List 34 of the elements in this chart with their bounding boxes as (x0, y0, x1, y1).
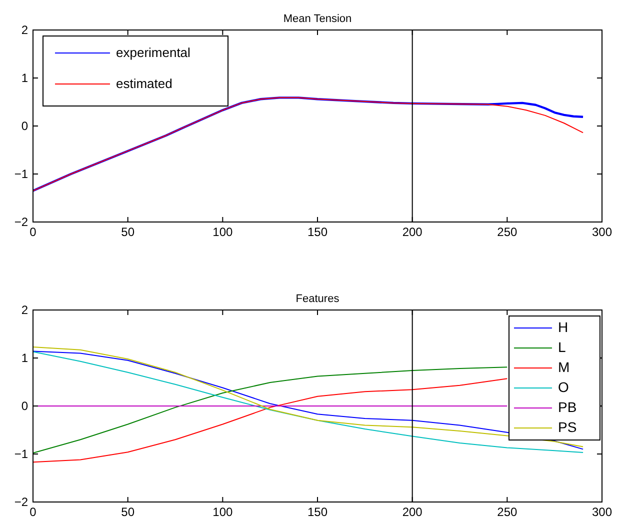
x-tick-label: 50 (121, 505, 135, 519)
chart-title: Mean Tension (283, 13, 352, 25)
x-tick-label: 50 (121, 225, 135, 239)
x-tick-label: 300 (592, 505, 612, 519)
y-tick-label: 2 (21, 23, 28, 37)
x-tick-label: 250 (497, 505, 518, 519)
y-tick-label: −2 (14, 495, 28, 509)
x-tick-label: 150 (307, 505, 328, 519)
y-tick-label: −1 (14, 447, 28, 461)
x-tick-label: 100 (212, 505, 233, 519)
y-tick-label: 0 (21, 399, 28, 413)
legend-label: estimated (116, 76, 172, 91)
chart-title: Features (296, 293, 340, 305)
x-tick-label: 100 (212, 225, 233, 239)
legend-label: O (558, 379, 569, 395)
x-tick-label: 0 (30, 225, 37, 239)
legend-label: PB (558, 399, 577, 415)
x-tick-label: 200 (402, 505, 423, 519)
y-tick-label: 0 (21, 119, 28, 133)
legend-label: PS (558, 419, 577, 435)
y-tick-label: −2 (14, 215, 28, 229)
x-tick-label: 200 (402, 225, 423, 239)
y-tick-label: 1 (21, 351, 28, 365)
x-tick-label: 0 (30, 505, 37, 519)
x-tick-label: 150 (307, 225, 328, 239)
legend-label: H (558, 319, 568, 335)
y-tick-label: 1 (21, 71, 28, 85)
y-tick-label: 2 (21, 303, 28, 317)
legend-label: L (558, 339, 566, 355)
legend-label: experimental (116, 45, 191, 60)
y-tick-label: −1 (14, 167, 28, 181)
x-tick-label: 300 (592, 225, 612, 239)
x-tick-label: 250 (497, 225, 518, 239)
legend-label: M (558, 359, 570, 375)
